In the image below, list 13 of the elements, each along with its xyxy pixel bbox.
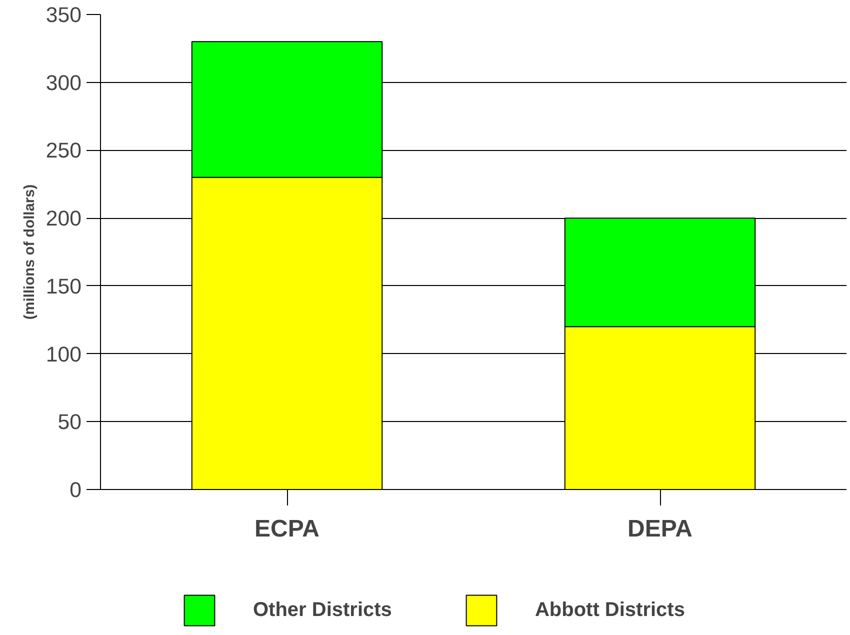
y-tick-label: 300	[46, 70, 82, 95]
x-tick-label: ECPA	[254, 516, 320, 542]
y-tick-label: 0	[70, 478, 82, 502]
y-tick-label: 200	[46, 206, 82, 231]
y-tick-label: 150	[46, 274, 82, 298]
x-tick-label: DEPA	[628, 516, 692, 542]
y-tick-label: 50	[58, 410, 82, 434]
y-tick-label: 100	[46, 342, 82, 366]
y-tick-label: 250	[46, 138, 82, 163]
legend-label: Other Districts	[253, 598, 392, 622]
y-axis-title: (millions of dollars)	[22, 184, 38, 320]
y-tick-label: 350	[46, 3, 82, 27]
legend-label: Abbott Districts	[534, 598, 685, 622]
